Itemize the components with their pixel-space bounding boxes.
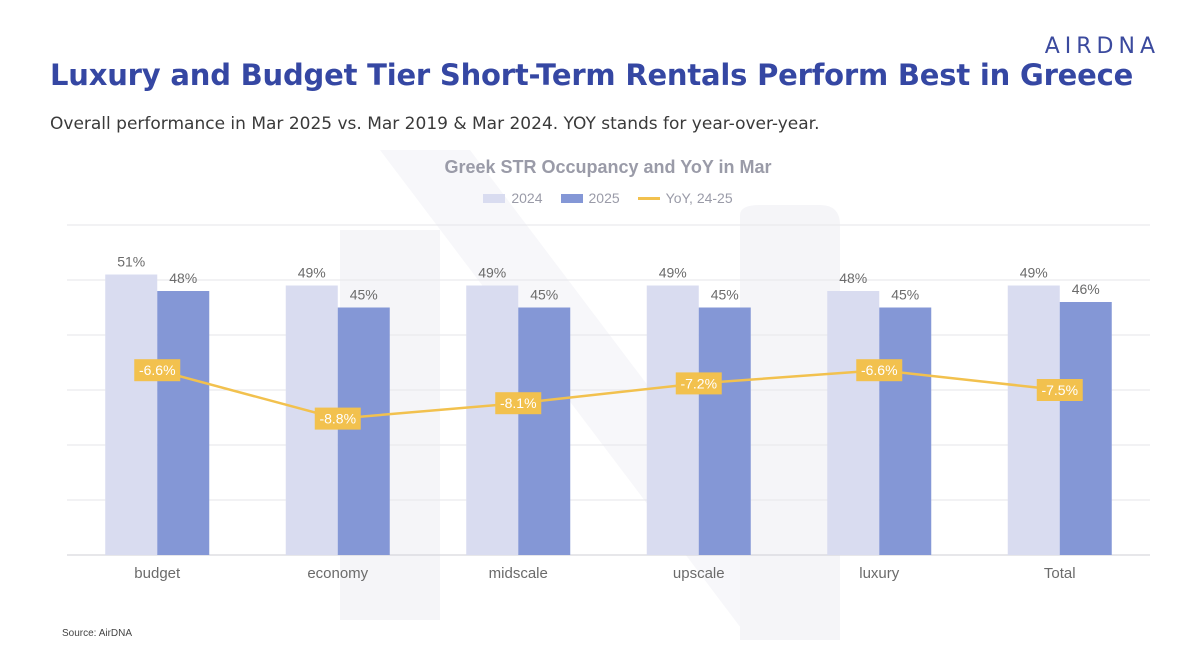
yoy-data-label: -8.8% <box>319 411 356 427</box>
airdna-logo: AIRDNA <box>1044 34 1160 59</box>
legend-item-2024: 2024 <box>483 190 543 206</box>
bar-label-2024: 49% <box>1020 265 1048 281</box>
x-tick-label: midscale <box>489 565 548 582</box>
bar-label-2024: 49% <box>659 265 687 281</box>
bar-label-2025: 45% <box>711 287 739 303</box>
bar-label-2024: 51% <box>117 254 145 270</box>
bar-label-2024: 49% <box>478 265 506 281</box>
yoy-line <box>156 368 1060 420</box>
bar-2025 <box>337 307 390 555</box>
yoy-label-box <box>314 407 361 430</box>
legend-swatch-2024 <box>483 193 506 203</box>
bar-2024 <box>646 285 699 555</box>
bar-label-2024: 48% <box>839 270 867 286</box>
source-note: Source: AirDNA <box>62 628 133 639</box>
bar-label-2025: 45% <box>350 287 378 303</box>
bar-2024 <box>105 274 158 555</box>
legend-label-2025: 2025 <box>588 190 620 206</box>
yoy-data-label: -8.1% <box>500 395 537 411</box>
chart-legend: 2024 2025 YoY, 24-25 <box>0 190 1200 206</box>
yoy-data-label: -6.6% <box>139 362 176 378</box>
yoy-label-box <box>856 359 903 382</box>
bar-label-2025: 45% <box>891 287 919 303</box>
bar-2024 <box>827 291 880 555</box>
legend-label-yoy: YoY, 24-25 <box>665 190 733 206</box>
chart-title: Greek STR Occupancy and YoY in Mar <box>444 157 772 177</box>
yoy-label-box <box>134 359 181 382</box>
x-tick-label: budget <box>134 565 181 582</box>
bar-2025 <box>1059 302 1112 555</box>
bar-label-2024: 49% <box>298 265 326 281</box>
bar-label-2025: 48% <box>169 270 197 286</box>
bar-label-2025: 45% <box>530 287 558 303</box>
bar-2024 <box>466 285 519 555</box>
legend-label-2024: 2024 <box>511 190 543 206</box>
yoy-label-box <box>675 372 722 395</box>
legend-item-yoy: YoY, 24-25 <box>637 190 733 206</box>
x-tick-label: upscale <box>673 565 725 582</box>
bar-2025 <box>879 307 932 555</box>
x-tick-label: Total <box>1044 565 1076 582</box>
page-subtitle: Overall performance in Mar 2025 vs. Mar … <box>50 114 820 134</box>
bar-2025 <box>698 307 751 555</box>
bar-2025 <box>157 291 210 555</box>
bar-2025 <box>518 307 571 555</box>
yoy-data-label: -7.5% <box>1041 382 1078 398</box>
page-title: Luxury and Budget Tier Short-Term Rental… <box>50 58 1134 92</box>
legend-swatch-2025 <box>560 193 583 203</box>
legend-item-2025: 2025 <box>560 190 620 206</box>
bar-2024 <box>1007 285 1060 555</box>
x-tick-label: luxury <box>859 565 900 582</box>
yoy-data-label: -7.2% <box>680 375 717 391</box>
yoy-label-box <box>495 392 542 415</box>
legend-swatch-yoy <box>637 196 660 200</box>
bar-label-2025: 46% <box>1072 281 1100 297</box>
yoy-data-label: -6.6% <box>861 362 898 378</box>
x-tick-label: economy <box>307 565 368 582</box>
yoy-label-box <box>1036 379 1083 401</box>
